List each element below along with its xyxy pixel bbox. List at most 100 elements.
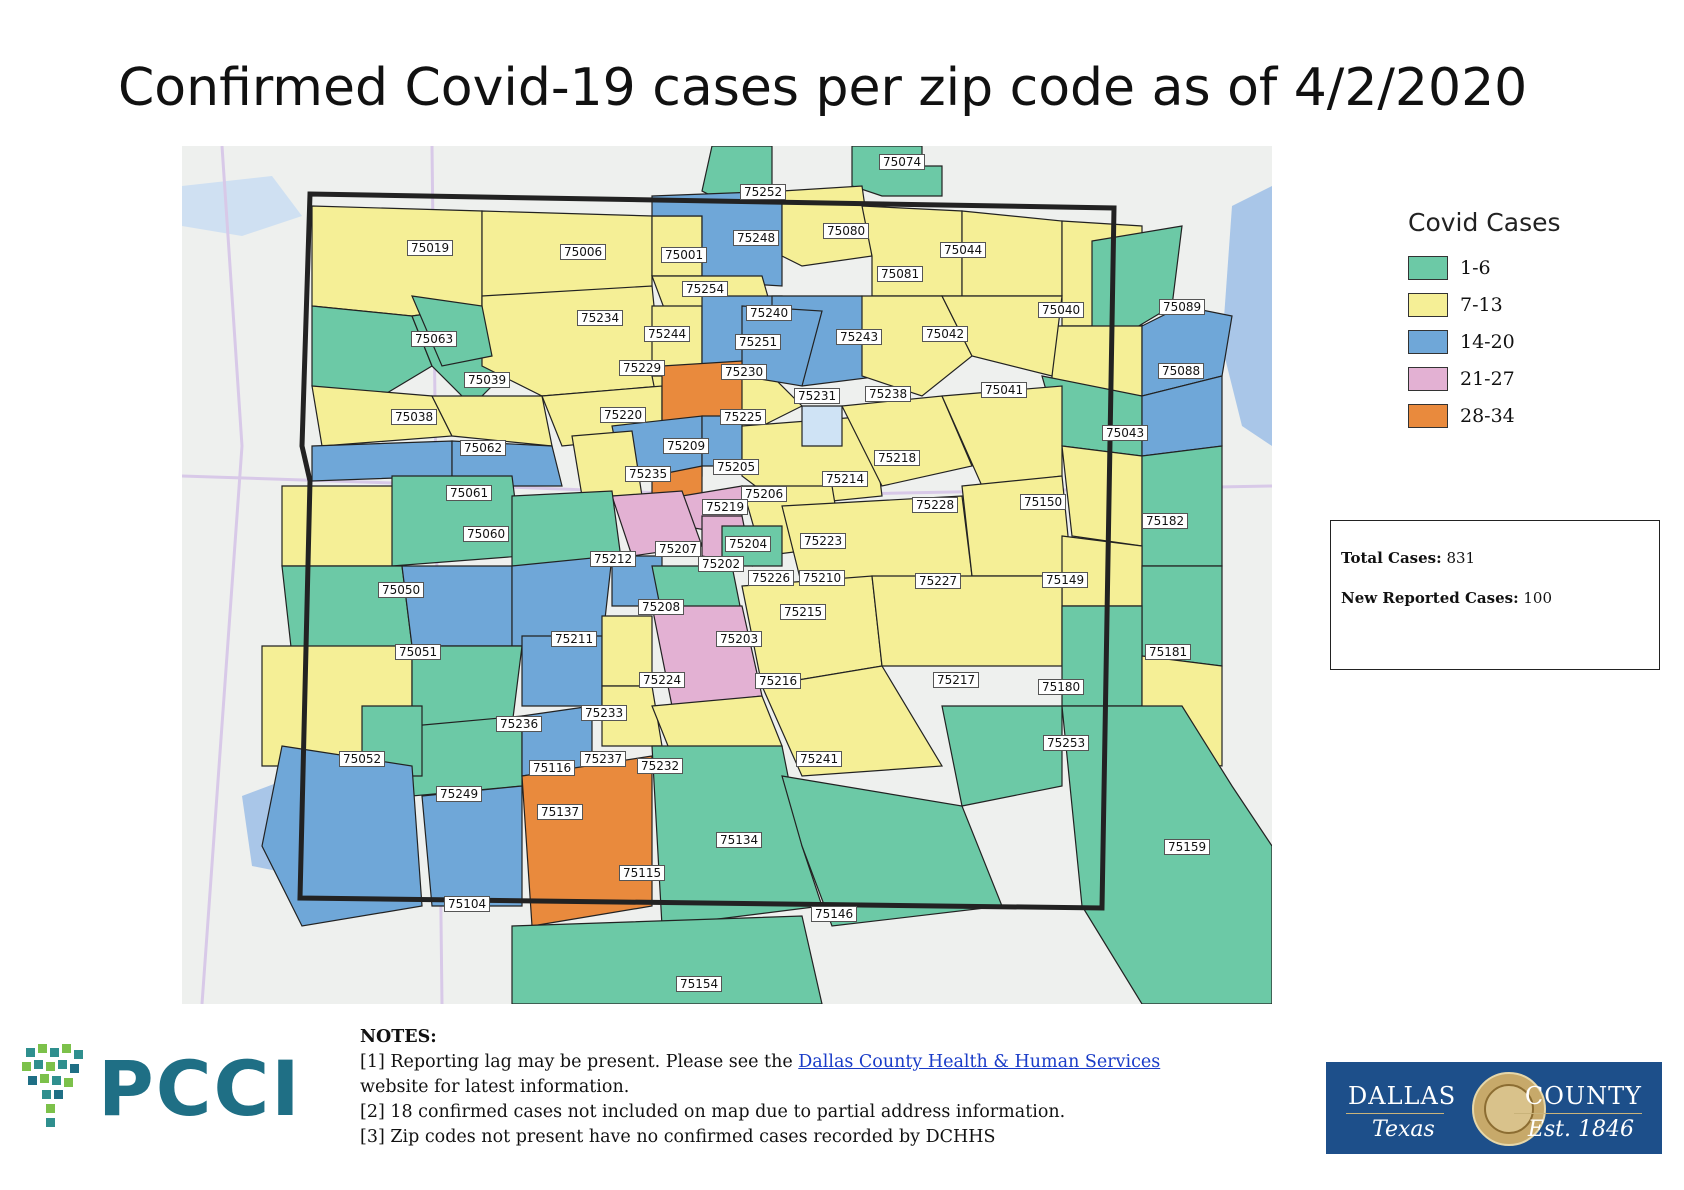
legend-item: 14-20 (1408, 323, 1561, 360)
zip-label: 75154 (676, 976, 723, 992)
zip-label: 75234 (577, 310, 624, 326)
zip-label: 75088 (1158, 363, 1205, 379)
zip-label: 75146 (811, 906, 858, 922)
note-1-continued: website for latest information. (360, 1077, 630, 1097)
zip-label: 75238 (865, 386, 912, 402)
zip-label: 75006 (560, 244, 607, 260)
zip-label: 75228 (912, 497, 959, 513)
dallas-county-logo: DALLAS Texas COUNTY Est. 1846 (1326, 1062, 1662, 1154)
zip-label: 75080 (823, 223, 870, 239)
zip-label: 75206 (741, 486, 788, 502)
legend-item: 28-34 (1408, 397, 1561, 434)
zip-label: 75217 (933, 672, 980, 688)
zip-label: 75060 (463, 526, 510, 542)
zip-label: 75061 (446, 485, 493, 501)
zip-label: 75207 (655, 541, 702, 557)
zip-label: 75208 (638, 599, 685, 615)
zip-label: 75062 (460, 440, 507, 456)
zip-label: 75209 (663, 438, 710, 454)
zip-label: 75235 (625, 466, 672, 482)
zip-label: 75038 (391, 409, 438, 425)
zip-label: 75081 (877, 266, 924, 282)
zip-label: 75226 (748, 570, 795, 586)
zip-label: 75019 (407, 240, 454, 256)
pcci-logo: PCCI (20, 1040, 310, 1140)
new-cases-label: New Reported Cases: (1341, 589, 1519, 607)
established-word: Est. 1846 (1527, 1117, 1634, 1142)
legend-label: 1-6 (1460, 256, 1491, 279)
zip-label: 75042 (922, 326, 969, 342)
zip-label: 75237 (580, 751, 627, 767)
zip-label: 75252 (740, 184, 787, 200)
seal-star-icon (1484, 1084, 1534, 1134)
legend: Covid Cases 1-6 7-13 14-20 21-27 28-34 (1408, 208, 1561, 434)
zip-label: 75216 (755, 673, 802, 689)
legend-swatch (1408, 255, 1448, 280)
zip-label: 75043 (1102, 425, 1149, 441)
zip-label: 75223 (800, 533, 847, 549)
zip-label: 75150 (1020, 494, 1067, 510)
zip-label: 75249 (436, 786, 483, 802)
zip-label: 75211 (551, 631, 598, 647)
page-title: Confirmed Covid-19 cases per zip code as… (118, 58, 1528, 118)
zip-label: 75205 (713, 459, 760, 475)
new-cases-row: New Reported Cases: 100 (1341, 589, 1659, 607)
zip-label: 75210 (799, 570, 846, 586)
texas-word: Texas (1372, 1117, 1435, 1142)
zip-label: 75116 (529, 760, 576, 776)
note-3: [3] Zip codes not present have no confir… (360, 1127, 996, 1147)
zip-label: 75134 (716, 832, 763, 848)
zip-label: 75244 (644, 326, 691, 342)
legend-item: 1-6 (1408, 249, 1561, 286)
zip-label: 75039 (464, 372, 511, 388)
zip-label: 75137 (537, 804, 584, 820)
dallas-word: DALLAS (1348, 1082, 1457, 1110)
zip-label: 75248 (733, 230, 780, 246)
legend-label: 28-34 (1460, 404, 1515, 427)
zip-label: 75251 (735, 334, 782, 350)
zip-label: 75182 (1142, 513, 1189, 529)
notes-heading: NOTES: (360, 1027, 437, 1047)
divider (1514, 1113, 1642, 1114)
legend-swatch (1408, 329, 1448, 354)
zip-label: 75215 (780, 604, 827, 620)
zip-label: 75214 (822, 471, 869, 487)
map-regions (182, 146, 1272, 1004)
zip-label: 75204 (725, 536, 772, 552)
zip-label: 75254 (682, 281, 729, 297)
note-1-text: [1] Reporting lag may be present. Please… (360, 1052, 799, 1072)
zip-label: 75074 (879, 154, 926, 170)
zip-label: 75052 (339, 751, 386, 767)
zip-label: 75050 (378, 582, 425, 598)
legend-label: 7-13 (1460, 293, 1503, 316)
zip-label: 75202 (698, 556, 745, 572)
zip-label: 75241 (796, 751, 843, 767)
legend-swatch (1408, 403, 1448, 428)
dchhs-link[interactable]: Dallas County Health & Human Services (798, 1052, 1161, 1072)
zip-label: 75230 (721, 364, 768, 380)
new-cases-value: 100 (1523, 589, 1553, 607)
zip-label: 75203 (716, 631, 763, 647)
zip-label: 75104 (444, 896, 491, 912)
total-cases-row: Total Cases: 831 (1341, 549, 1659, 567)
note-1: [1] Reporting lag may be present. Please… (360, 1050, 1205, 1075)
total-cases-label: Total Cases: (1341, 549, 1442, 567)
zip-label: 75243 (836, 329, 883, 345)
zip-label: 75063 (411, 331, 458, 347)
legend-item: 21-27 (1408, 360, 1561, 397)
zip-label: 75180 (1038, 679, 1085, 695)
zip-label: 75051 (395, 644, 442, 660)
zip-label: 75212 (590, 551, 637, 567)
zip-label: 75115 (619, 865, 666, 881)
zip-label: 75044 (940, 242, 987, 258)
zip-label: 75089 (1159, 299, 1206, 315)
zip-label: 75041 (981, 382, 1028, 398)
zip-label: 75040 (1038, 302, 1085, 318)
zip-label: 75159 (1164, 839, 1211, 855)
legend-swatch (1408, 366, 1448, 391)
zip-label: 75181 (1145, 644, 1192, 660)
zip-code-map[interactable]: 75074 75252 75248 75080 75019 75006 7500… (182, 146, 1272, 1004)
total-cases-value: 831 (1446, 549, 1476, 567)
county-seal-icon (1472, 1072, 1546, 1146)
zip-label: 75149 (1042, 572, 1089, 588)
